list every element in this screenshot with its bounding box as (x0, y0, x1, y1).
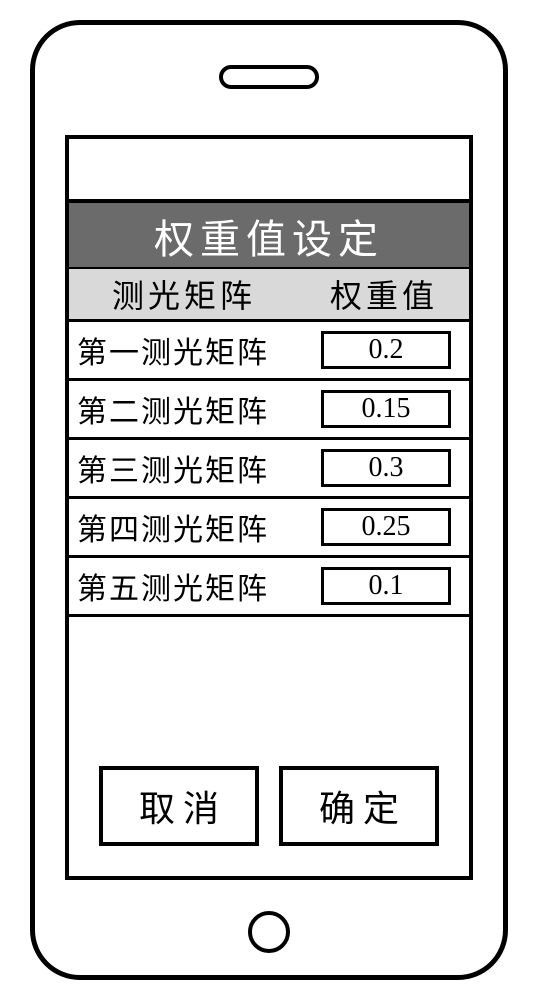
table-header: 测光矩阵 权重值 (69, 269, 469, 322)
weight-input[interactable]: 0.25 (321, 508, 451, 546)
column-header-matrix: 测光矩阵 (69, 269, 299, 319)
table-row: 第三测光矩阵 0.3 (69, 440, 469, 499)
weight-input[interactable]: 0.2 (321, 331, 451, 369)
cancel-button[interactable]: 取消 (99, 766, 259, 846)
table-row: 第一测光矩阵 0.2 (69, 322, 469, 381)
status-bar (69, 139, 469, 203)
matrix-label: 第二测光矩阵 (77, 387, 321, 431)
table-row: 第二测光矩阵 0.15 (69, 381, 469, 440)
confirm-button[interactable]: 确定 (279, 766, 439, 846)
table-row: 第五测光矩阵 0.1 (69, 558, 469, 617)
matrix-label: 第四测光矩阵 (77, 505, 321, 549)
matrix-label: 第三测光矩阵 (77, 446, 321, 490)
screen: 权重值设定 测光矩阵 权重值 第一测光矩阵 0.2 第二测光矩阵 0.15 第三… (65, 135, 473, 880)
page-title: 权重值设定 (69, 203, 469, 269)
weight-input[interactable]: 0.3 (321, 449, 451, 487)
column-header-weight: 权重值 (299, 269, 469, 319)
speaker-slot (219, 65, 319, 89)
weight-input[interactable]: 0.1 (321, 567, 451, 605)
matrix-label: 第五测光矩阵 (77, 564, 321, 608)
weight-input[interactable]: 0.15 (321, 390, 451, 428)
matrix-label: 第一测光矩阵 (77, 328, 321, 372)
home-button[interactable] (248, 911, 290, 953)
table-row: 第四测光矩阵 0.25 (69, 499, 469, 558)
phone-frame: 权重值设定 测光矩阵 权重值 第一测光矩阵 0.2 第二测光矩阵 0.15 第三… (30, 20, 508, 980)
button-row: 取消 确定 (69, 766, 469, 846)
